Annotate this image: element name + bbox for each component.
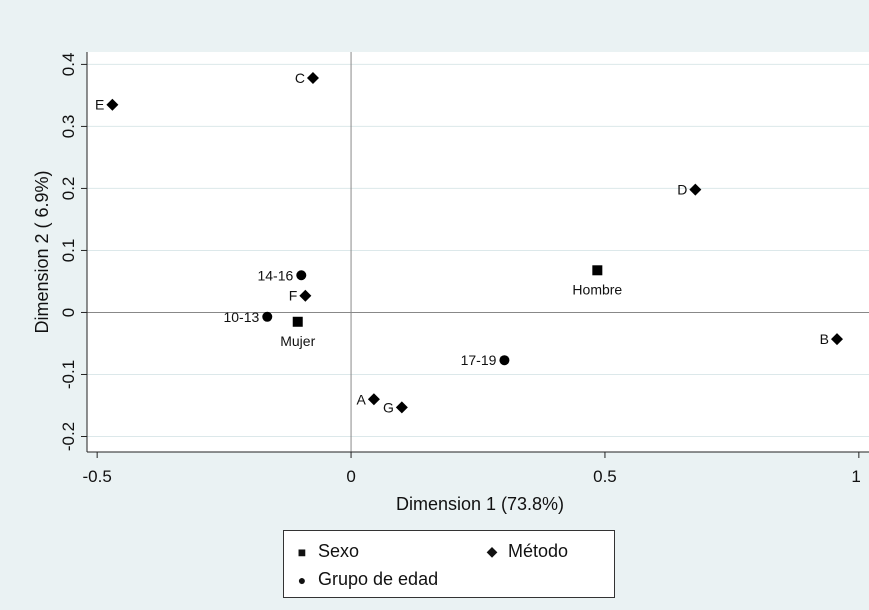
y-tick-label-5: 0.3 [59,115,78,139]
point-metodo-e [106,98,119,111]
point-label-metodo-a: A [357,391,367,407]
point-label-metodo-f: F [289,288,298,304]
point-metodo-f [299,289,312,302]
legend: ■ Sexo ◆ Método ● Grupo de edad [283,530,615,598]
x-tick-label-1: 0 [346,467,355,486]
legend-item-grupo-de-edad: ● Grupo de edad [294,569,438,590]
point-label-metodo-e: E [95,97,104,113]
plot-area [87,52,869,452]
square-marker-icon: ■ [297,543,307,560]
x-axis-title: Dimension 1 (73.8%) [396,494,564,514]
point-label-grupo-14-16: 14-16 [257,267,293,283]
legend-item-metodo: ◆ Método [484,541,568,562]
point-label-sexo-mujer: Mujer [280,333,315,349]
x-tick-label-2: 0.5 [593,467,617,486]
point-sexo-hombre [592,265,603,276]
point-grupo-14-16 [296,270,307,281]
circle-marker-icon: ● [297,571,307,588]
point-label-sexo-hombre: Hombre [572,281,622,297]
point-sexo-mujer [292,316,303,327]
x-tick-label-0: -0.5 [83,467,112,486]
point-label-metodo-c: C [295,70,305,86]
legend-label-sexo: Sexo [318,541,360,561]
point-label-metodo-g: G [383,399,394,415]
legend-item-sexo: ■ Sexo [294,541,359,562]
y-tick-label-1: -0.1 [59,360,78,389]
y-tick-label-3: 0.1 [59,239,78,263]
point-grupo-17-19 [499,355,510,366]
y-axis-title: Dimension 2 ( 6.9%) [32,170,52,333]
point-grupo-10-13 [262,311,273,322]
point-label-metodo-b: B [820,331,829,347]
diamond-marker-icon: ◆ [486,543,498,559]
point-label-grupo-10-13: 10-13 [223,309,259,325]
x-tick-label-3: 1 [851,467,860,486]
point-metodo-g [395,401,408,414]
point-metodo-d [689,183,702,196]
point-label-grupo-17-19: 17-19 [461,352,497,368]
y-tick-label-0: -0.2 [59,422,78,451]
point-metodo-a [367,393,380,406]
legend-label-metodo: Método [508,541,569,561]
y-tick-label-2: 0 [59,308,78,317]
point-label-metodo-d: D [677,182,687,198]
y-tick-label-6: 0.4 [59,53,78,77]
point-metodo-c [306,72,319,85]
y-tick-label-4: 0.2 [59,177,78,201]
legend-label-grupo-de-edad: Grupo de edad [318,569,439,589]
point-metodo-b [831,333,844,346]
